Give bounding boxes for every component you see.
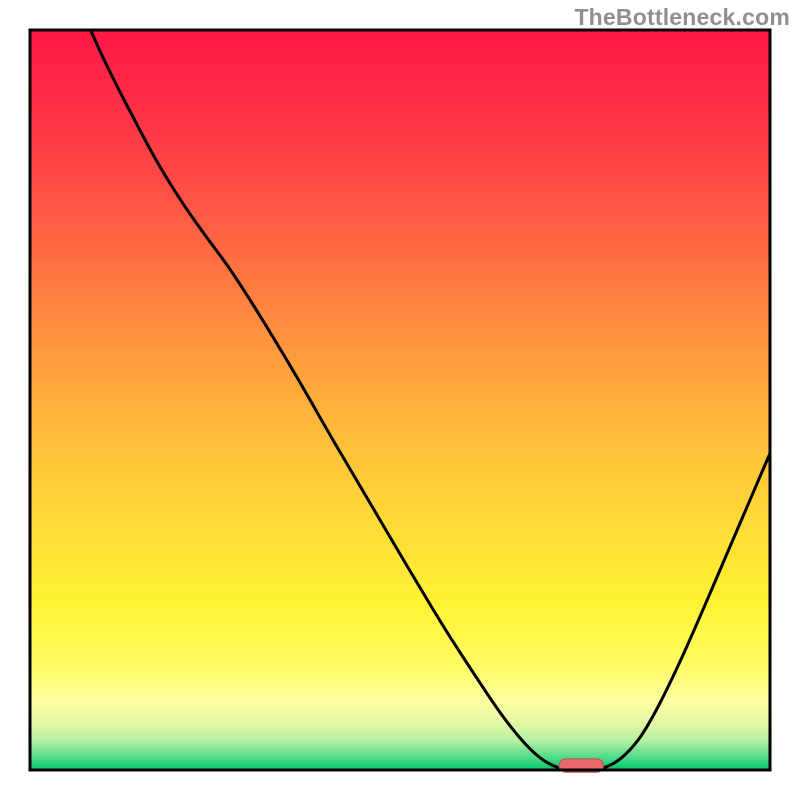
watermark-text: TheBottleneck.com [574, 4, 790, 31]
chart-container: { "watermark": "TheBottleneck.com", "cha… [0, 0, 800, 800]
bottleneck-chart [0, 0, 800, 800]
gradient-background [30, 30, 770, 770]
